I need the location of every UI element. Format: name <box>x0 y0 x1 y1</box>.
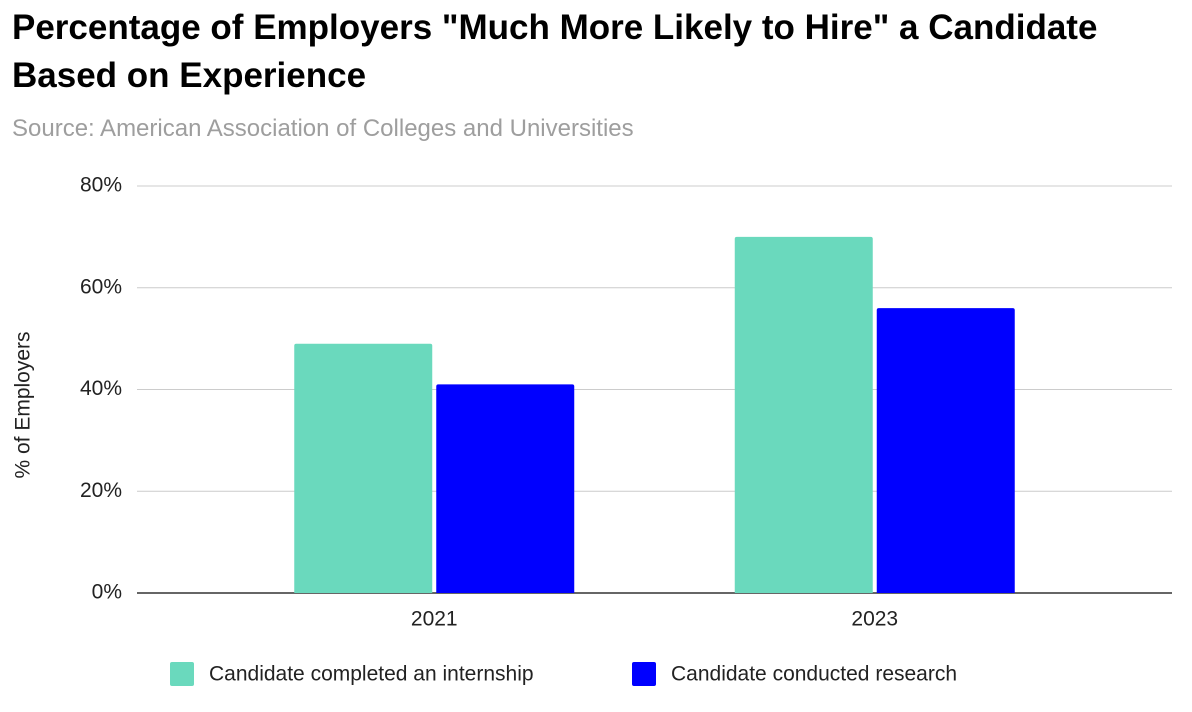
bar <box>436 384 575 593</box>
legend-label: Candidate conducted research <box>671 663 957 686</box>
bar <box>734 236 873 593</box>
x-tick-label: 2023 <box>851 608 898 631</box>
legend-swatch <box>170 662 194 686</box>
chart-subtitle: Source: American Association of Colleges… <box>12 115 634 142</box>
y-tick-label: 80% <box>80 174 122 197</box>
chart-title: Percentage of Employers "Much More Likel… <box>12 8 1098 95</box>
x-tick-label: 2021 <box>411 608 458 631</box>
bar <box>876 308 1015 593</box>
legend-label: Candidate completed an internship <box>209 663 534 686</box>
bar <box>294 343 433 593</box>
y-tick-label: 20% <box>80 479 122 502</box>
y-tick-label: 0% <box>92 581 122 604</box>
legend-swatch <box>632 662 656 686</box>
y-axis-label: % of Employers <box>12 331 35 478</box>
y-tick-label: 40% <box>80 377 122 400</box>
y-tick-label: 60% <box>80 275 122 298</box>
